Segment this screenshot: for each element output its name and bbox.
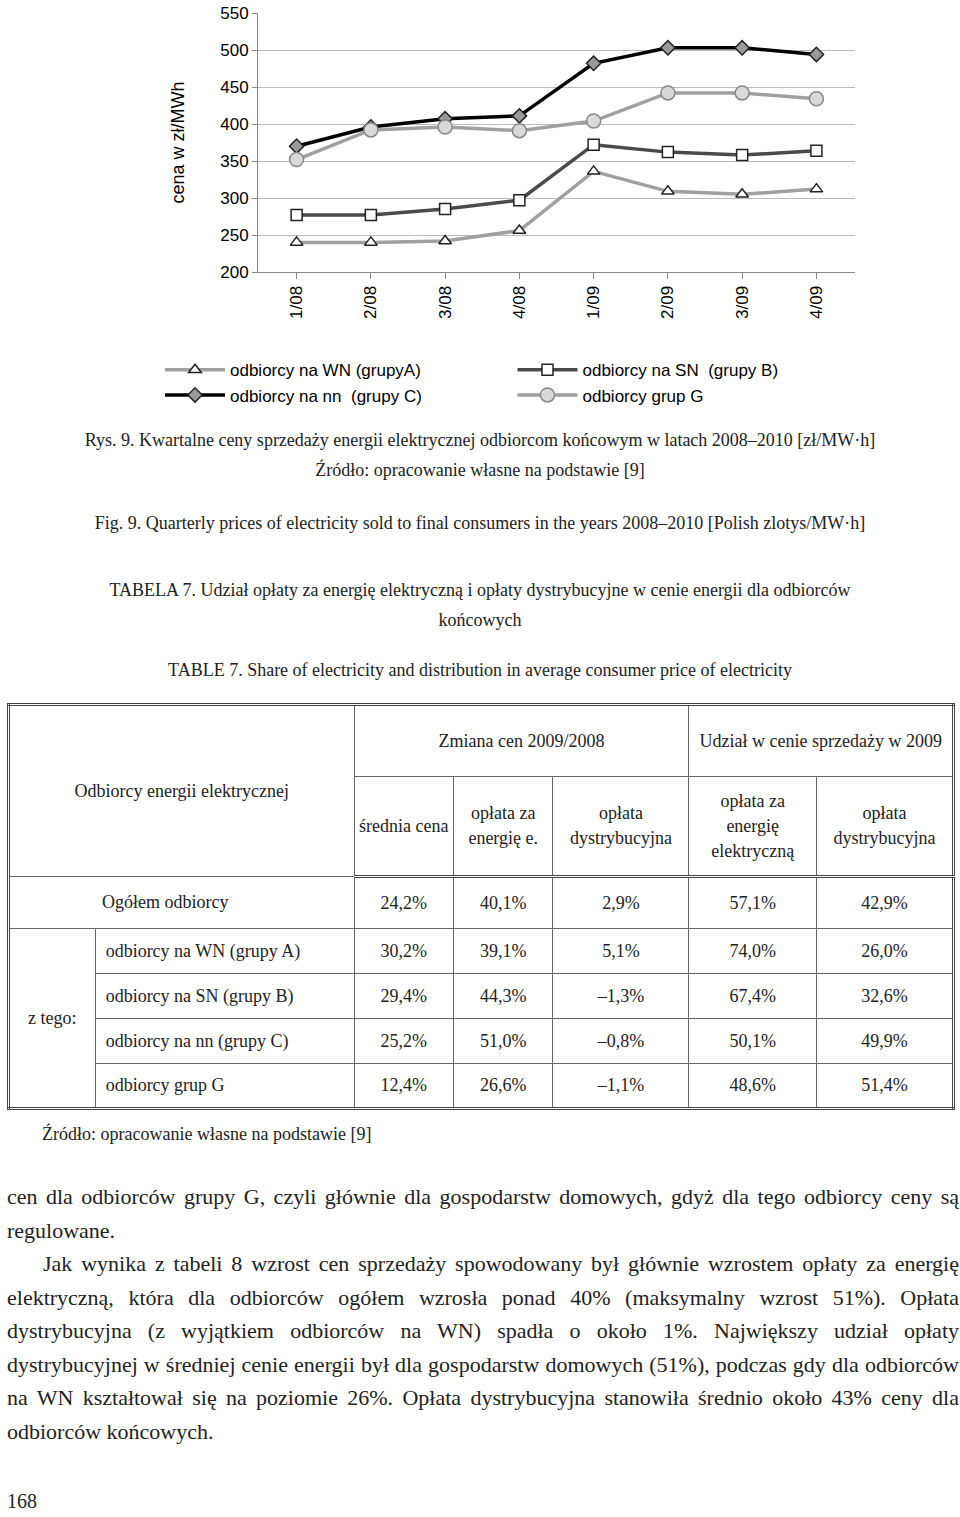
html-text:32,6%: 32,6% — [861, 985, 908, 1006]
html-text:40,1%: 40,1% — [480, 892, 527, 913]
html-text:57,1%: 57,1% — [729, 892, 776, 913]
html-text:odbiorcy na SN (grupy B): odbiorcy na SN (grupy B) — [105, 985, 294, 1006]
svg-text:3/08: 3/08 — [436, 286, 455, 319]
html-text:2,9%: 2,9% — [602, 892, 640, 913]
html-text:Źródło: opracowanie własne na: Źródło: opracowanie własne na podstawie … — [315, 460, 645, 480]
html-text:TABELA 7. Udział opłaty za ene: TABELA 7. Udział opłaty za energię elekt… — [109, 580, 851, 630]
html-text:–1,1%: –1,1% — [597, 1075, 645, 1095]
svg-text:odbiorcy na nn (grupy C): odbiorcy na nn (grupy C) — [230, 387, 422, 406]
html-text:39,1%: 39,1% — [480, 940, 527, 961]
svg-text:odbiorcy grup G: odbiorcy grup G — [583, 387, 704, 406]
html-text:–1,3%: –1,3% — [597, 985, 645, 1006]
html-text:opłata dystrybucyjna: opłata dystrybucyjna — [569, 803, 672, 848]
svg-text:3/09: 3/09 — [733, 286, 752, 319]
html-text:5,1%: 5,1% — [602, 940, 640, 961]
html-text:Ogółem odbiorcy: Ogółem odbiorcy — [102, 892, 229, 912]
html-text:51,4%: 51,4% — [861, 1075, 908, 1095]
html-text:z tego:: z tego: — [28, 1007, 77, 1028]
svg-text:250: 250 — [220, 226, 248, 245]
html-text:12,4%: 12,4% — [380, 1075, 427, 1095]
svg-text:1/09: 1/09 — [584, 286, 603, 319]
svg-text:4/09: 4/09 — [807, 286, 826, 319]
html-text:Jak wynika z tabeli 8 wzrost c: Jak wynika z tabeli 8 wzrost cen sprzeda… — [7, 1251, 959, 1444]
html-text:26,0%: 26,0% — [861, 940, 908, 961]
html-text:26,6%: 26,6% — [480, 1075, 527, 1095]
html-text:67,4%: 67,4% — [729, 985, 776, 1006]
svg-text:400: 400 — [220, 115, 248, 134]
html-text:24,2%: 24,2% — [380, 892, 427, 913]
html-text:Rys. 9. Kwartalne ceny sprzeda: Rys. 9. Kwartalne ceny sprzedaży energii… — [84, 430, 876, 450]
html-text:opłata dystrybucyjna: opłata dystrybucyjna — [833, 803, 936, 848]
svg-text:300: 300 — [220, 189, 248, 208]
svg-text:450: 450 — [220, 78, 248, 97]
html-text:44,3%: 44,3% — [480, 985, 527, 1006]
svg-text:2/09: 2/09 — [658, 286, 677, 319]
html-text:29,4%: 29,4% — [380, 985, 427, 1006]
html-text:74,0%: 74,0% — [729, 940, 776, 961]
svg-text:500: 500 — [220, 41, 248, 60]
svg-text:200: 200 — [220, 263, 248, 282]
html-text:TABLE 7. Share of electricity: TABLE 7. Share of electricity and distri… — [168, 660, 792, 680]
html-text:Fig. 9. Quarterly prices of el: Fig. 9. Quarterly prices of electricity … — [94, 513, 866, 533]
html-text:Źródło: opracowanie własne na: Źródło: opracowanie własne na podstawie … — [42, 1124, 372, 1144]
html-text:50,1%: 50,1% — [729, 1030, 776, 1051]
html-text:opłata za energię elektryczną: opłata za energię elektryczną — [711, 790, 795, 861]
html-text:średnia cena: średnia cena — [359, 815, 449, 836]
html-text:Udział w cenie sprzedaży w 200: Udział w cenie sprzedaży w 2009 — [699, 730, 942, 751]
html-text:Odbiorcy energii elektrycznej: Odbiorcy energii elektrycznej — [74, 780, 290, 801]
svg-text:cena w zł/MWh: cena w zł/MWh — [168, 81, 188, 203]
html-text:odbiorcy na nn (grupy C): odbiorcy na nn (grupy C) — [105, 1030, 289, 1051]
html-text:cen dla odbiorców grupy G, czy: cen dla odbiorców grupy G, czyli głównie… — [7, 1184, 959, 1243]
html-text:–0,8%: –0,8% — [597, 1030, 645, 1051]
html-text:30,2%: 30,2% — [380, 940, 427, 961]
svg-text:550: 550 — [220, 4, 248, 23]
html-text:49,9%: 49,9% — [861, 1030, 908, 1051]
svg-text:4/08: 4/08 — [510, 286, 529, 319]
html-text:48,6%: 48,6% — [729, 1075, 776, 1095]
svg-text:odbiorcy na WN (grupyA): odbiorcy na WN (grupyA) — [230, 361, 421, 380]
html-text:51,0%: 51,0% — [480, 1030, 527, 1051]
svg-text:1/08: 1/08 — [287, 286, 306, 319]
html-text:42,9%: 42,9% — [861, 892, 908, 913]
html-text:168: 168 — [7, 1490, 37, 1512]
svg-text:odbiorcy na SN (grupy B): odbiorcy na SN (grupy B) — [583, 361, 779, 380]
html-text:odbiorcy na WN (grupy A): odbiorcy na WN (grupy A) — [105, 940, 301, 961]
svg-text:350: 350 — [220, 152, 248, 171]
html-text:opłata za energię e.: opłata za energię e. — [468, 803, 538, 848]
svg-text:2/08: 2/08 — [361, 286, 380, 319]
html-text:odbiorcy grup G: odbiorcy grup G — [105, 1075, 225, 1095]
html-text:Zmiana cen 2009/2008: Zmiana cen 2009/2008 — [438, 730, 605, 751]
html-text:25,2%: 25,2% — [380, 1030, 427, 1051]
